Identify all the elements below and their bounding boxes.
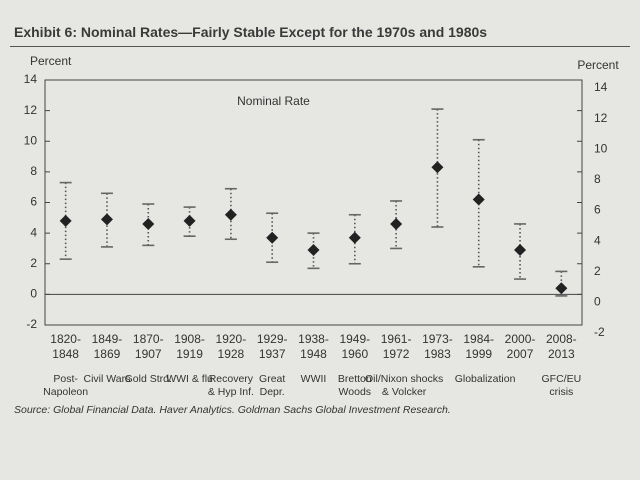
mean-marker (307, 243, 320, 256)
category-description: Recovery & Hyp Inf. (207, 373, 254, 398)
y-axis-label: Percent (30, 54, 72, 68)
title-rule (10, 46, 630, 47)
category-description: Globalization (454, 373, 516, 385)
mean-marker (183, 214, 196, 227)
x-tick-label: 1984-1999 (463, 332, 495, 361)
mean-marker (431, 161, 444, 174)
y-tick-label: 6 (30, 195, 37, 209)
mean-marker (266, 231, 279, 244)
mean-marker (514, 243, 527, 256)
y2-tick-label: 4 (594, 233, 601, 247)
x-tick-label: 1938-1948 (298, 332, 329, 361)
y2-axis-label: Percent (577, 58, 619, 72)
mean-marker (348, 231, 361, 244)
y2-tick-label: 10 (594, 141, 608, 155)
category-description: WWII (300, 373, 327, 385)
y2-tick-label: 8 (594, 172, 601, 186)
y2-tick-label: 2 (594, 264, 601, 278)
x-tick-label: 2008-2013 (545, 332, 577, 361)
category-description: Great Depr. (259, 373, 286, 398)
category-description: Bretton Woods (337, 373, 372, 398)
mean-marker (472, 193, 485, 206)
category-description: Post-Napoleon (43, 373, 89, 398)
mean-marker (555, 282, 568, 295)
x-tick-label: 1973-1983 (422, 332, 453, 361)
y-tick-label: 4 (30, 225, 37, 239)
y2-tick-label: 12 (594, 111, 608, 125)
x-tick-label: 1929-1937 (256, 332, 288, 361)
category-description: GFC/EU crisis (541, 373, 582, 398)
chart-title: Exhibit 6: Nominal Rates—Fairly Stable E… (14, 24, 488, 40)
mean-marker (390, 217, 403, 230)
x-tick-label: 1849-1869 (91, 332, 123, 361)
y-tick-label: 10 (24, 133, 38, 147)
legend-label: Nominal Rate (237, 94, 310, 108)
y2-tick-label: -2 (594, 325, 605, 339)
x-tick-label: 1820-1848 (50, 332, 81, 361)
mean-marker (100, 213, 113, 226)
category-description: Civil Wars (83, 373, 131, 385)
y-tick-label: 2 (30, 256, 37, 270)
mean-marker (59, 214, 72, 227)
y2-tick-label: 6 (594, 203, 601, 217)
mean-marker (142, 217, 155, 230)
category-description: Oil/Nixon shocks & Volcker (365, 373, 444, 398)
x-tick-label: 1961-1972 (380, 332, 412, 361)
plot-frame (44, 79, 583, 326)
y-tick-label: 12 (24, 103, 38, 117)
y-tick-label: 14 (24, 72, 38, 86)
x-tick-label: 1949-1960 (339, 332, 371, 361)
y2-tick-label: 0 (594, 295, 601, 309)
mean-marker (224, 208, 237, 221)
source: Source: Global Financial Data. Haver Ana… (14, 404, 451, 416)
x-tick-label: 1870-1907 (132, 332, 164, 361)
category-description: WWI & flu (166, 373, 213, 385)
y-tick-label: 8 (30, 164, 37, 178)
y-tick-label: -2 (26, 317, 37, 331)
x-tick-label: 1920-1928 (215, 332, 247, 361)
x-tick-label: 1908-1919 (174, 332, 205, 361)
category-description: Gold Strd. (124, 373, 172, 385)
y-tick-label: 0 (30, 287, 37, 301)
y2-tick-label: 14 (594, 80, 608, 94)
x-tick-label: 2000-2007 (504, 332, 536, 361)
